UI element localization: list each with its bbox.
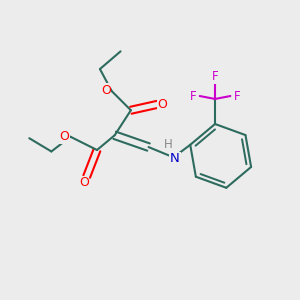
Text: O: O [101,84,111,97]
Text: O: O [158,98,168,111]
Text: H: H [164,139,172,152]
Text: N: N [170,152,180,165]
Text: F: F [212,70,218,83]
Text: O: O [79,176,89,190]
Text: O: O [59,130,69,143]
Text: F: F [190,89,196,103]
Text: F: F [233,89,240,103]
